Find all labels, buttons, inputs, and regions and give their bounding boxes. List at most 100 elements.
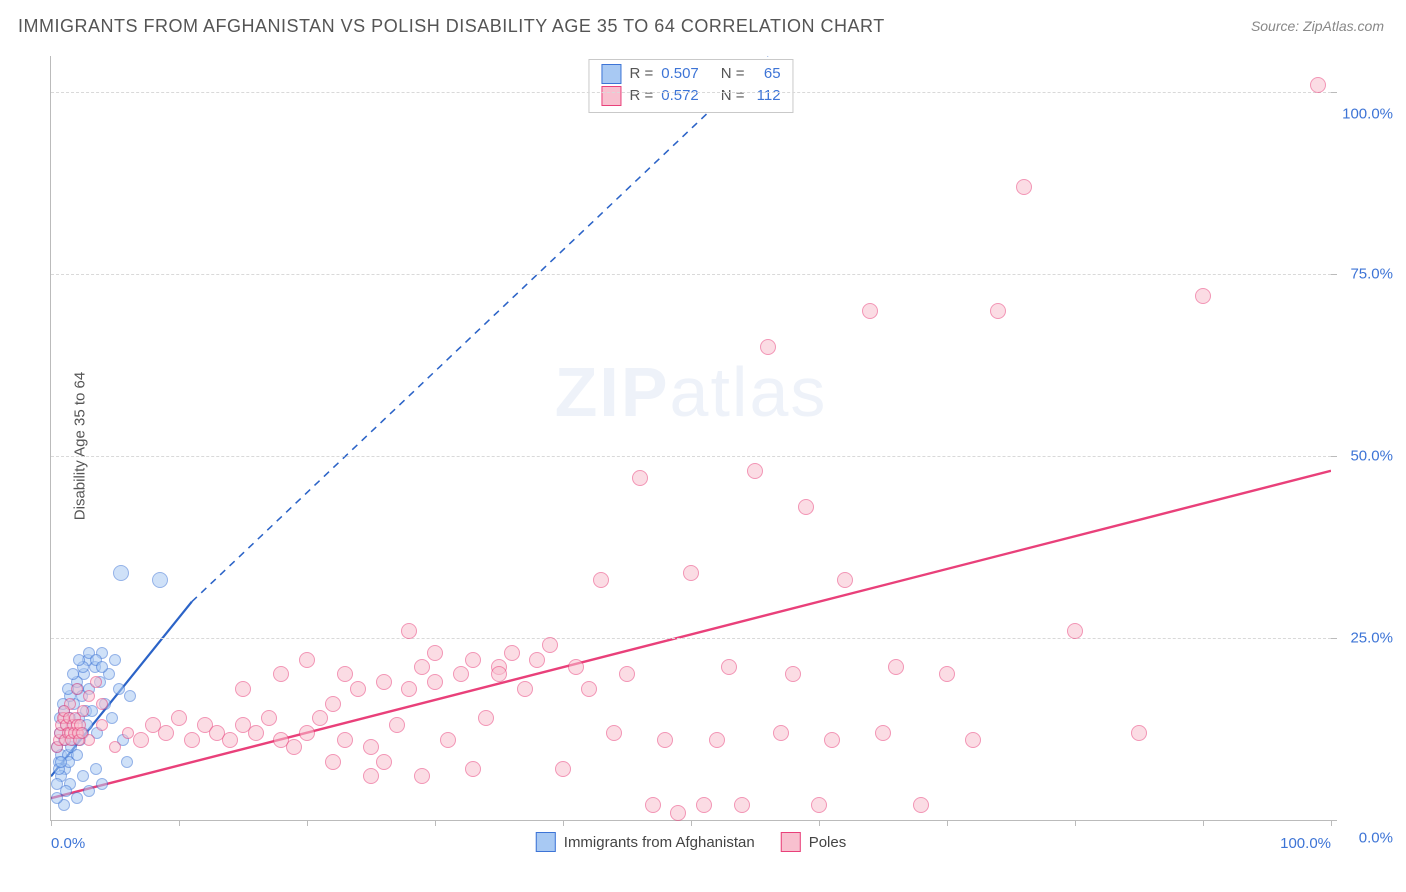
scatter-point: [222, 732, 238, 748]
ytick-label: 25.0%: [1350, 630, 1393, 647]
scatter-point: [811, 797, 827, 813]
scatter-point: [376, 754, 392, 770]
scatter-point: [83, 690, 95, 702]
source-attribution: Source: ZipAtlas.com: [1251, 18, 1384, 34]
scatter-point: [478, 710, 494, 726]
scatter-point: [465, 761, 481, 777]
legend-n-value: 65: [753, 63, 781, 85]
scatter-point: [785, 666, 801, 682]
scatter-point: [96, 661, 108, 673]
watermark-thin: atlas: [670, 353, 828, 431]
gridline-h: [51, 456, 1331, 457]
scatter-point: [773, 725, 789, 741]
scatter-point: [965, 732, 981, 748]
scatter-point: [96, 719, 108, 731]
xtick-mark: [1075, 820, 1076, 826]
scatter-point: [683, 565, 699, 581]
scatter-point: [913, 797, 929, 813]
watermark: ZIPatlas: [555, 352, 828, 432]
scatter-point: [657, 732, 673, 748]
scatter-point: [555, 761, 571, 777]
scatter-point: [1131, 725, 1147, 741]
scatter-point: [299, 652, 315, 668]
scatter-point: [71, 749, 83, 761]
legend-series: Immigrants from Afghanistan Poles: [536, 832, 846, 852]
scatter-point: [261, 710, 277, 726]
scatter-point: [113, 565, 129, 581]
legend-stats-row: R =0.572N =112: [601, 85, 780, 107]
scatter-point: [862, 303, 878, 319]
scatter-point: [76, 727, 88, 739]
ytick-mark: [1331, 456, 1337, 457]
scatter-point: [875, 725, 891, 741]
trend-lines: [51, 56, 1331, 820]
scatter-point: [286, 739, 302, 755]
legend-r-value: 0.507: [661, 63, 699, 85]
scatter-point: [414, 659, 430, 675]
ytick-mark: [1331, 638, 1337, 639]
scatter-point: [96, 778, 108, 790]
xtick-mark: [51, 820, 52, 826]
xtick-mark: [1331, 820, 1332, 826]
scatter-point: [90, 676, 102, 688]
scatter-point: [71, 683, 83, 695]
scatter-point: [798, 499, 814, 515]
scatter-point: [734, 797, 750, 813]
xtick-mark: [179, 820, 180, 826]
scatter-point: [440, 732, 456, 748]
scatter-point: [158, 725, 174, 741]
scatter-point: [593, 572, 609, 588]
legend-r-value: 0.572: [661, 85, 699, 107]
scatter-point: [517, 681, 533, 697]
scatter-point: [709, 732, 725, 748]
scatter-point: [171, 710, 187, 726]
scatter-point: [491, 666, 507, 682]
legend-n-value: 112: [753, 85, 781, 107]
scatter-point: [90, 763, 102, 775]
xtick-mark: [947, 820, 948, 826]
legend-swatch: [536, 832, 556, 852]
scatter-point: [1310, 77, 1326, 93]
scatter-point: [581, 681, 597, 697]
scatter-point: [363, 768, 379, 784]
scatter-point: [96, 698, 108, 710]
legend-swatch: [781, 832, 801, 852]
legend-series-label: Immigrants from Afghanistan: [564, 834, 755, 851]
scatter-point: [453, 666, 469, 682]
scatter-point: [619, 666, 635, 682]
scatter-point: [248, 725, 264, 741]
ytick-label: 50.0%: [1350, 448, 1393, 465]
scatter-point: [696, 797, 712, 813]
scatter-point: [325, 754, 341, 770]
scatter-point: [55, 756, 67, 768]
scatter-point: [504, 645, 520, 661]
scatter-point: [824, 732, 840, 748]
scatter-point: [325, 696, 341, 712]
gridline-h: [51, 92, 1331, 93]
legend-series-item: Poles: [781, 832, 847, 852]
scatter-point: [939, 666, 955, 682]
gridline-h: [51, 638, 1331, 639]
scatter-point: [235, 681, 251, 697]
legend-series-item: Immigrants from Afghanistan: [536, 832, 755, 852]
xtick-mark: [563, 820, 564, 826]
scatter-point: [542, 637, 558, 653]
ytick-label: 100.0%: [1342, 106, 1393, 123]
legend-r-label: R =: [629, 85, 653, 107]
xtick-mark: [819, 820, 820, 826]
legend-n-label: N =: [721, 63, 745, 85]
scatter-point: [632, 470, 648, 486]
scatter-point: [121, 756, 133, 768]
scatter-point: [760, 339, 776, 355]
scatter-point: [273, 666, 289, 682]
scatter-point: [71, 792, 83, 804]
scatter-point: [606, 725, 622, 741]
legend-r-label: R =: [629, 63, 653, 85]
scatter-point: [837, 572, 853, 588]
trend-line-dashed: [192, 56, 768, 602]
xtick-label: 0.0%: [51, 835, 85, 852]
legend-series-label: Poles: [809, 834, 847, 851]
scatter-point: [363, 739, 379, 755]
scatter-point: [389, 717, 405, 733]
scatter-point: [990, 303, 1006, 319]
